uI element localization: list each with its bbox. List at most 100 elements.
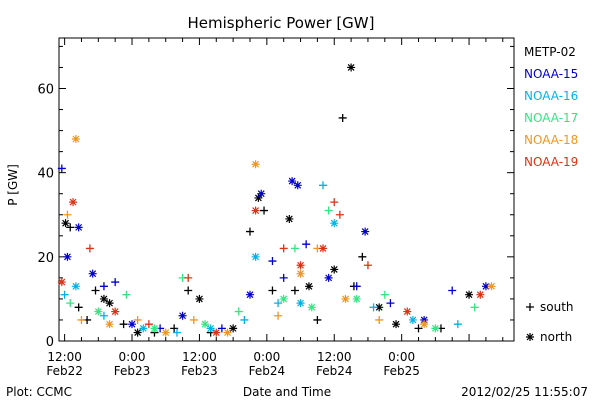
x-tick-label: 0:00 <box>119 350 146 364</box>
data-point-noaa-18-south <box>63 210 72 219</box>
data-point-noaa-19-north <box>251 206 260 215</box>
data-point-noaa-17-south <box>122 290 131 299</box>
x-tick-date-label: Feb24 <box>316 364 353 378</box>
data-point-noaa-17-north <box>279 294 288 303</box>
data-point-noaa-18-south <box>274 311 283 320</box>
legend-entry: NOAA-18 <box>524 133 578 147</box>
data-point-noaa-19-north <box>403 307 412 316</box>
data-point-noaa-16-south <box>60 290 69 299</box>
data-point-metp-02-south <box>119 320 128 329</box>
data-point-noaa-16-south <box>369 303 378 312</box>
data-point-noaa-15-south <box>217 324 226 333</box>
data-point-noaa-17-south <box>66 299 75 308</box>
data-point-metp-02-south <box>414 324 423 333</box>
data-point-noaa-18-north <box>251 160 260 169</box>
data-point-metp-02-north <box>99 294 108 303</box>
data-point-metp-02-south <box>74 303 83 312</box>
legend-entry: NOAA-16 <box>524 89 578 103</box>
data-point-noaa-19-north <box>296 261 305 270</box>
data-point-metp-02-north <box>285 214 294 223</box>
data-point-metp-02-north <box>61 219 70 228</box>
data-point-metp-02-north <box>133 328 142 337</box>
y-tick-label: 60 <box>37 83 54 98</box>
data-point-noaa-18-south <box>189 315 198 324</box>
series-noaa-16 <box>60 181 462 337</box>
marker-legend: south north <box>526 300 574 344</box>
data-point-noaa-15-north <box>324 273 333 282</box>
data-point-noaa-15-north <box>128 320 137 329</box>
data-point-noaa-19-north <box>212 328 221 337</box>
data-point-noaa-19-south <box>363 261 372 270</box>
marker-legend-south-symbol <box>526 303 534 311</box>
data-point-noaa-19-south <box>335 210 344 219</box>
data-point-metp-02-north <box>229 324 238 333</box>
data-point-noaa-17-south <box>234 307 243 316</box>
footer-timestamp: 2012/02/25 11:55:07 <box>461 385 588 399</box>
data-point-noaa-17-north <box>352 294 361 303</box>
data-point-noaa-19-south <box>279 244 288 253</box>
y-tick-label: 20 <box>37 251 54 266</box>
data-point-metp-02-south <box>260 206 269 215</box>
y-axis-label: P [GW] <box>6 164 20 206</box>
data-point-noaa-16-north <box>71 282 80 291</box>
data-point-noaa-19-north <box>69 198 78 207</box>
data-point-noaa-19-north <box>476 290 485 299</box>
x-tick-label: 0:00 <box>388 350 415 364</box>
marker-legend-label: north <box>540 330 572 344</box>
y-tick-label: 40 <box>37 167 54 182</box>
data-point-noaa-17-south <box>380 290 389 299</box>
data-point-noaa-15-south <box>268 257 277 266</box>
data-point-noaa-15-north <box>178 311 187 320</box>
data-point-noaa-15-south <box>99 282 108 291</box>
x-tick-label: 0:00 <box>253 350 280 364</box>
data-point-noaa-15-south <box>111 278 120 287</box>
data-point-noaa-16-north <box>408 315 417 324</box>
data-point-noaa-16-north <box>206 324 215 333</box>
data-point-noaa-17-south <box>470 303 479 312</box>
data-point-noaa-19-north <box>57 278 66 287</box>
data-point-metp-02-south <box>358 252 367 261</box>
x-tick-label: 12:00 <box>47 350 82 364</box>
data-point-metp-02-south <box>245 227 254 236</box>
data-point-noaa-17-north <box>150 324 159 333</box>
data-point-metp-02-north <box>195 294 204 303</box>
x-tick-date-label: Feb24 <box>249 364 286 378</box>
data-point-noaa-18-south <box>375 315 384 324</box>
data-point-noaa-16-north <box>330 219 339 228</box>
data-point-noaa-18-south <box>133 315 142 324</box>
data-point-metp-02-north <box>105 299 114 308</box>
data-point-noaa-16-south <box>274 299 283 308</box>
footer-source: Plot: CCMC <box>6 385 72 399</box>
data-point-noaa-19-south <box>330 198 339 207</box>
data-point-noaa-15-north <box>74 223 83 232</box>
data-point-metp-02-south <box>184 286 193 295</box>
data-point-metp-02-north <box>465 290 474 299</box>
data-point-noaa-17-north <box>307 303 316 312</box>
x-tick-date-label: Feb22 <box>46 364 83 378</box>
series-noaa-15 <box>57 164 490 333</box>
data-point-noaa-18-north <box>341 294 350 303</box>
data-point-metp-02-north <box>330 265 339 274</box>
chart-title: Hemispheric Power [GW] <box>188 14 375 32</box>
data-point-noaa-15-south <box>352 282 361 291</box>
data-point-noaa-18-north <box>105 320 114 329</box>
series-noaa-19 <box>57 198 485 337</box>
data-point-noaa-16-south <box>99 311 108 320</box>
data-point-noaa-15-north <box>88 269 97 278</box>
data-point-noaa-18-north <box>71 135 80 143</box>
data-point-noaa-15-south <box>302 240 311 249</box>
x-tick-date-label: Feb25 <box>383 364 420 378</box>
data-point-noaa-17-south <box>324 206 333 215</box>
series-noaa-17 <box>66 206 479 333</box>
data-point-noaa-16-south <box>319 181 328 190</box>
legend-entry: NOAA-17 <box>524 111 578 125</box>
data-point-noaa-19-north <box>111 307 120 316</box>
data-point-noaa-18-north <box>161 328 170 337</box>
data-points <box>57 63 496 337</box>
data-point-metp-02-north <box>392 320 401 329</box>
data-point-metp-02-south <box>66 223 75 232</box>
data-point-noaa-17-south <box>290 244 299 253</box>
data-point-noaa-19-south <box>184 273 193 282</box>
y-tick-label: 0 <box>46 335 54 350</box>
data-point-noaa-18-north <box>223 328 232 337</box>
